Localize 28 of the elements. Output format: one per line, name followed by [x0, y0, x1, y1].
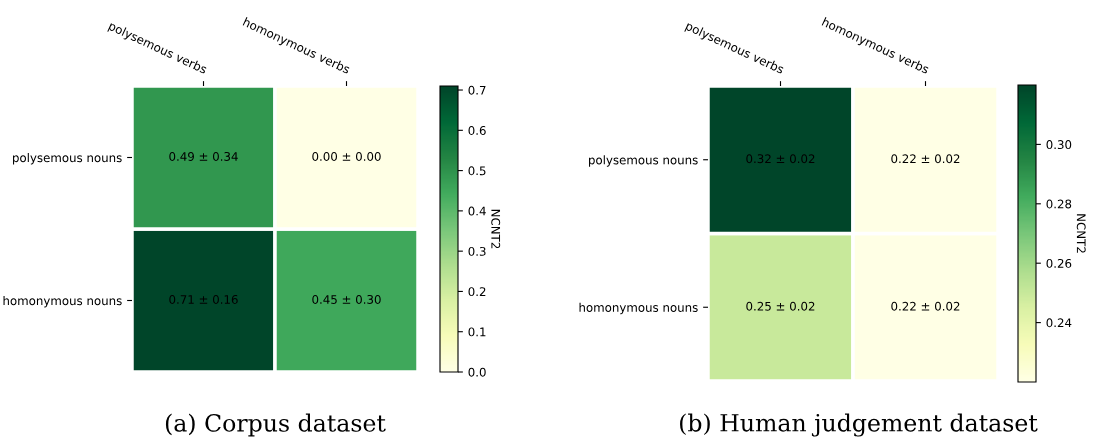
data-label: 0.22 ± 0.02 — [891, 154, 960, 164]
color-bar-label: 0.3 — [468, 246, 486, 256]
color-bar-label: 0.1 — [468, 327, 486, 337]
data-label: 0.25 ± 0.02 — [746, 301, 815, 311]
data-label: 0.45 ± 0.30 — [312, 295, 381, 304]
y-tick-label: homonymous nouns — [579, 302, 698, 315]
color-bar-label: 0.5 — [468, 166, 486, 176]
y-tick-label: polysemous nouns — [589, 155, 698, 167]
color-bar-label: 0.6 — [468, 126, 486, 135]
color-bar-label: 0.30 — [1046, 140, 1072, 150]
text: (b) Human judgement dataset — [680, 413, 1038, 437]
color-bar-label: 0.28 — [1046, 199, 1072, 209]
data-label: 0.32 ± 0.02 — [746, 154, 815, 164]
color-bar-title: NCNT2 — [1076, 214, 1086, 253]
color-bar-label: 0.4 — [468, 206, 486, 216]
data-label: 0.22 ± 0.02 — [891, 301, 960, 311]
data-label: 0.49 ± 0.34 — [169, 152, 238, 161]
color-bar-label: 0.2 — [468, 287, 486, 297]
y-tick-label: homonymous nouns — [3, 296, 122, 308]
data-label: 0.71 ± 0.16 — [169, 295, 238, 304]
text: (a) Corpus dataset — [165, 413, 386, 437]
color-bar-label: 0.0 — [468, 367, 486, 377]
color-bar-label: 0.24 — [1046, 318, 1072, 328]
color-bar-title: NCNT2 — [491, 209, 501, 249]
color-bar-label: 0.7 — [468, 85, 486, 95]
color-bar-label: 0.26 — [1046, 258, 1072, 268]
data-label: 0.00 ± 0.00 — [312, 152, 381, 161]
y-tick-label: polysemous nouns — [13, 153, 122, 165]
